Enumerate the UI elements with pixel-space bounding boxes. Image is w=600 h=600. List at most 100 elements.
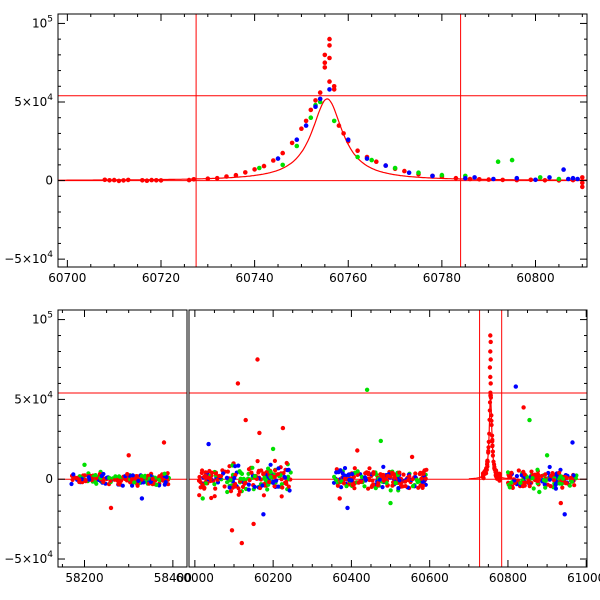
top-plot-area [58, 14, 587, 267]
data-point [514, 175, 520, 181]
data-point [236, 463, 241, 468]
data-point [125, 472, 130, 477]
data-point [213, 471, 218, 476]
data-point [241, 476, 246, 481]
data-point [488, 339, 493, 345]
data-point [541, 478, 547, 483]
data-point [252, 474, 257, 479]
data-point [154, 482, 159, 487]
data-point [390, 470, 395, 475]
data-point [537, 489, 542, 495]
data-point [527, 484, 532, 489]
data-point [414, 477, 419, 483]
data-point [199, 470, 204, 476]
data-point [237, 489, 242, 494]
x-tick-label: 60800 [489, 571, 527, 585]
data-point [218, 474, 224, 479]
data-point [232, 482, 237, 487]
data-point [407, 474, 412, 479]
data-point [284, 479, 289, 484]
data-point [364, 156, 370, 161]
data-point [560, 476, 565, 481]
data-point [237, 469, 242, 474]
data-point [520, 483, 526, 488]
data-point [303, 123, 309, 128]
data-point [93, 473, 98, 478]
data-point [497, 478, 502, 483]
data-point [539, 473, 544, 479]
data-point [214, 175, 220, 181]
data-point [527, 417, 532, 423]
data-point [163, 480, 168, 485]
data-point [82, 473, 87, 478]
y-tick-exponent: 4 [47, 93, 53, 103]
data-point [397, 470, 402, 475]
data-point [562, 512, 567, 517]
y-tick-label: 5×104 [14, 93, 53, 109]
data-point [518, 481, 523, 486]
data-point [418, 470, 423, 475]
data-point [77, 479, 82, 485]
data-point [268, 469, 273, 475]
data-point [272, 458, 277, 463]
data-point [375, 483, 381, 488]
bottom-plot-area-1 [189, 310, 587, 567]
data-point [567, 483, 573, 488]
data-point [331, 118, 337, 124]
y-tick-label: 0 [45, 472, 53, 486]
data-point [154, 178, 159, 183]
data-point [197, 474, 202, 480]
y-tick-label: 105 [32, 311, 53, 327]
data-point [344, 484, 349, 489]
data-point [130, 483, 135, 488]
data-point [507, 485, 512, 490]
axis-break-gap [187, 309, 189, 568]
data-point [547, 477, 553, 482]
data-point [350, 483, 355, 488]
data-point [107, 178, 112, 183]
data-point [257, 165, 262, 171]
x-tick-label: 60780 [423, 271, 461, 285]
data-point [116, 481, 121, 487]
data-point [232, 475, 237, 481]
data-point [513, 384, 518, 389]
data-point [280, 150, 286, 156]
data-point [308, 115, 314, 120]
data-point [227, 485, 232, 490]
data-point [261, 512, 266, 517]
data-point [276, 466, 281, 471]
data-point [568, 475, 574, 480]
data-point [286, 484, 291, 489]
x-tick-label: 60200 [254, 571, 292, 585]
data-point [250, 465, 255, 470]
data-point [243, 170, 248, 175]
data-point [252, 484, 257, 489]
data-point [558, 500, 563, 506]
data-point [543, 472, 548, 477]
data-point [509, 157, 515, 163]
data-point [472, 175, 477, 180]
data-point [397, 478, 402, 483]
data-point [530, 476, 535, 481]
data-point [385, 473, 390, 479]
bottom-plot-area-0 [58, 392, 187, 511]
data-point [102, 177, 108, 183]
data-point [423, 476, 428, 481]
data-point [239, 471, 245, 476]
data-point [416, 170, 421, 175]
data-point [273, 468, 278, 473]
data-point [422, 468, 427, 473]
data-point [113, 474, 118, 479]
data-point [335, 483, 340, 488]
data-point [120, 483, 125, 488]
data-point [523, 480, 528, 485]
data-point [355, 148, 360, 153]
data-point [212, 494, 217, 499]
data-point [280, 162, 286, 168]
data-point [509, 470, 514, 475]
data-point [270, 480, 276, 485]
y-tick-mantissa: −5×10 [4, 552, 47, 566]
data-point [118, 478, 124, 483]
data-point [140, 178, 145, 183]
y-tick-mantissa: 5×10 [14, 95, 47, 109]
